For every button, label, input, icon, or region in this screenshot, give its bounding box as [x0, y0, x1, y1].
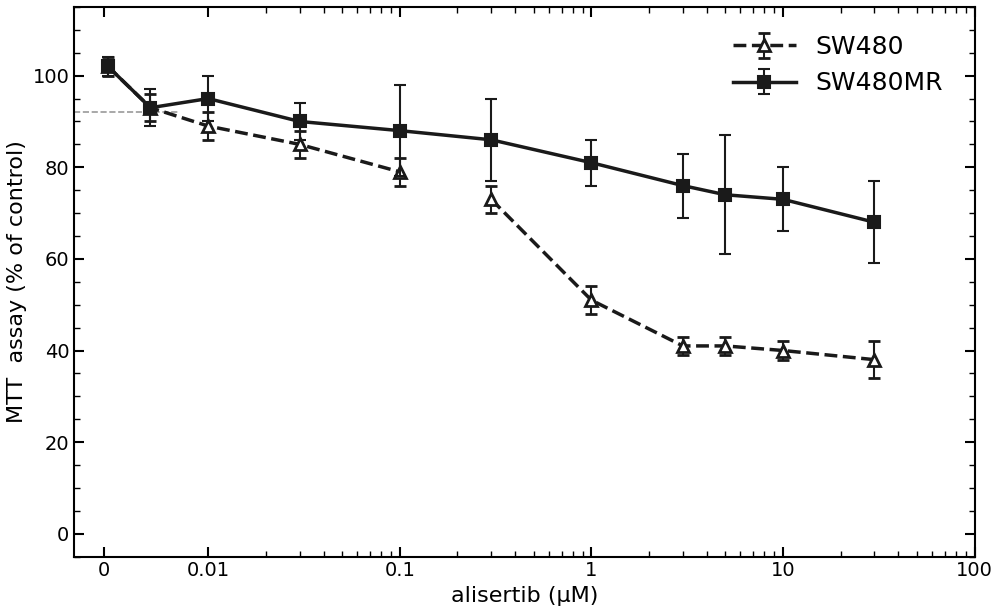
Legend: SW480, SW480MR: SW480, SW480MR: [723, 25, 953, 105]
Y-axis label: MTT  assay (% of control): MTT assay (% of control): [7, 140, 27, 423]
X-axis label: alisertib (μM): alisertib (μM): [451, 586, 598, 606]
